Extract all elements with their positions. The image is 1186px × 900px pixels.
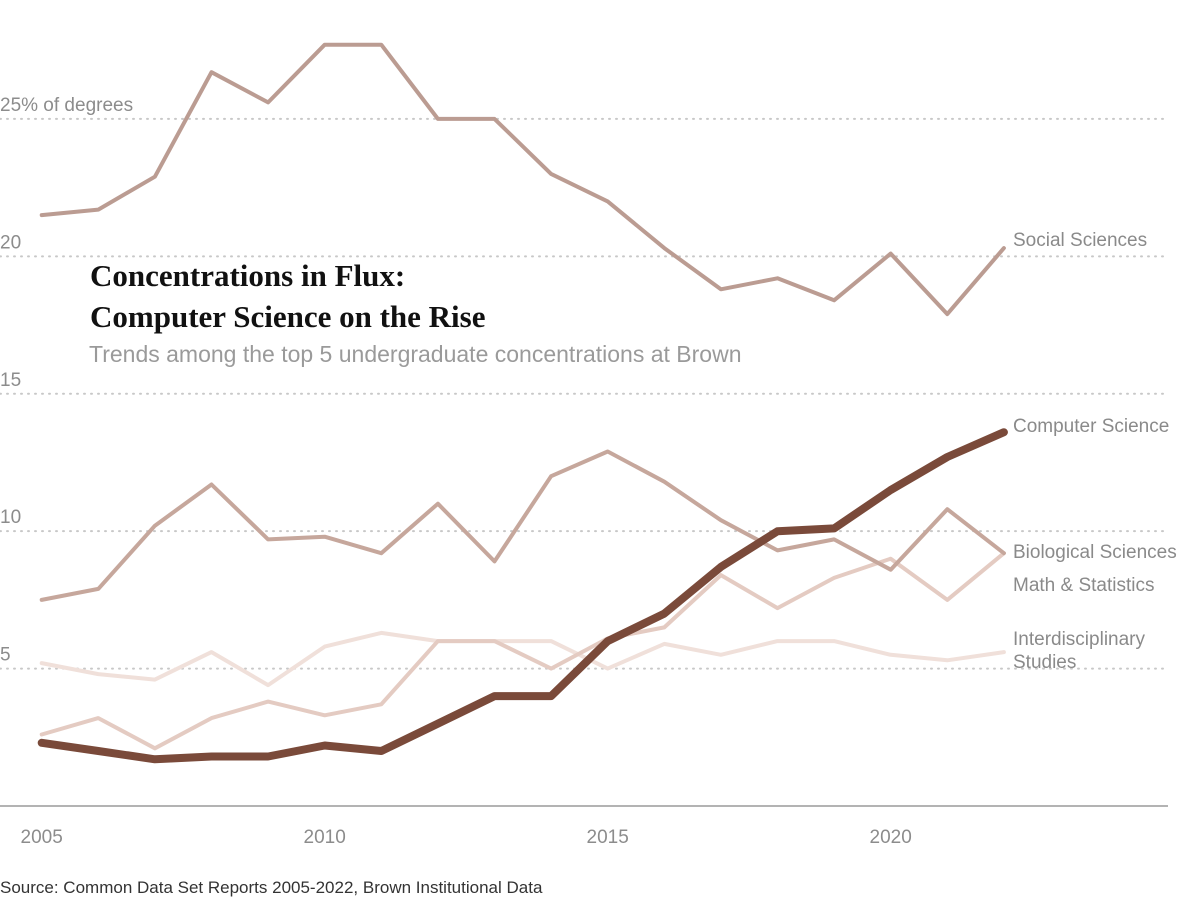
source-note: Source: Common Data Set Reports 2005-202… xyxy=(0,878,543,897)
y-tick-label: 15 xyxy=(0,370,21,391)
series-line-biological-sciences xyxy=(39,449,1006,602)
y-axis-ticks: 25% of degrees 20 15 10 5 xyxy=(0,95,133,666)
series-label: Interdisciplinary xyxy=(1013,629,1145,650)
series-label: Social Sciences xyxy=(1013,230,1147,251)
series-label: Biological Sciences xyxy=(1013,542,1177,563)
x-tick-label: 2010 xyxy=(304,827,346,848)
x-tick-label: 2005 xyxy=(21,827,63,848)
y-tick-label: 25% of degrees xyxy=(0,95,133,116)
series-line-math-statistics xyxy=(39,551,1006,751)
y-tick-label: 10 xyxy=(0,507,21,528)
series-line-social-sciences xyxy=(39,42,1006,317)
x-axis: 2005 2010 2015 2020 xyxy=(0,805,1168,848)
series-label: Math & Statistics xyxy=(1013,575,1155,596)
y-tick-label: 20 xyxy=(0,232,21,253)
chart-title-line-1: Concentrations in Flux: xyxy=(90,258,405,293)
y-tick-label: 5 xyxy=(0,645,11,666)
x-tick-label: 2020 xyxy=(870,827,912,848)
series-line-computer-science xyxy=(37,428,1008,764)
chart-title-line-2: Computer Science on the Rise xyxy=(90,299,486,334)
series-line-interdisciplinary-studies xyxy=(39,630,1006,688)
series-label: Computer Science xyxy=(1013,416,1169,437)
series-label: Studies xyxy=(1013,652,1076,673)
chart-subtitle: Trends among the top 5 undergraduate con… xyxy=(89,341,742,367)
chart-title-block: Concentrations in Flux: Computer Science… xyxy=(89,258,742,367)
series-lines xyxy=(37,42,1008,764)
x-tick-label: 2015 xyxy=(587,827,629,848)
grid-lines xyxy=(0,117,1169,670)
